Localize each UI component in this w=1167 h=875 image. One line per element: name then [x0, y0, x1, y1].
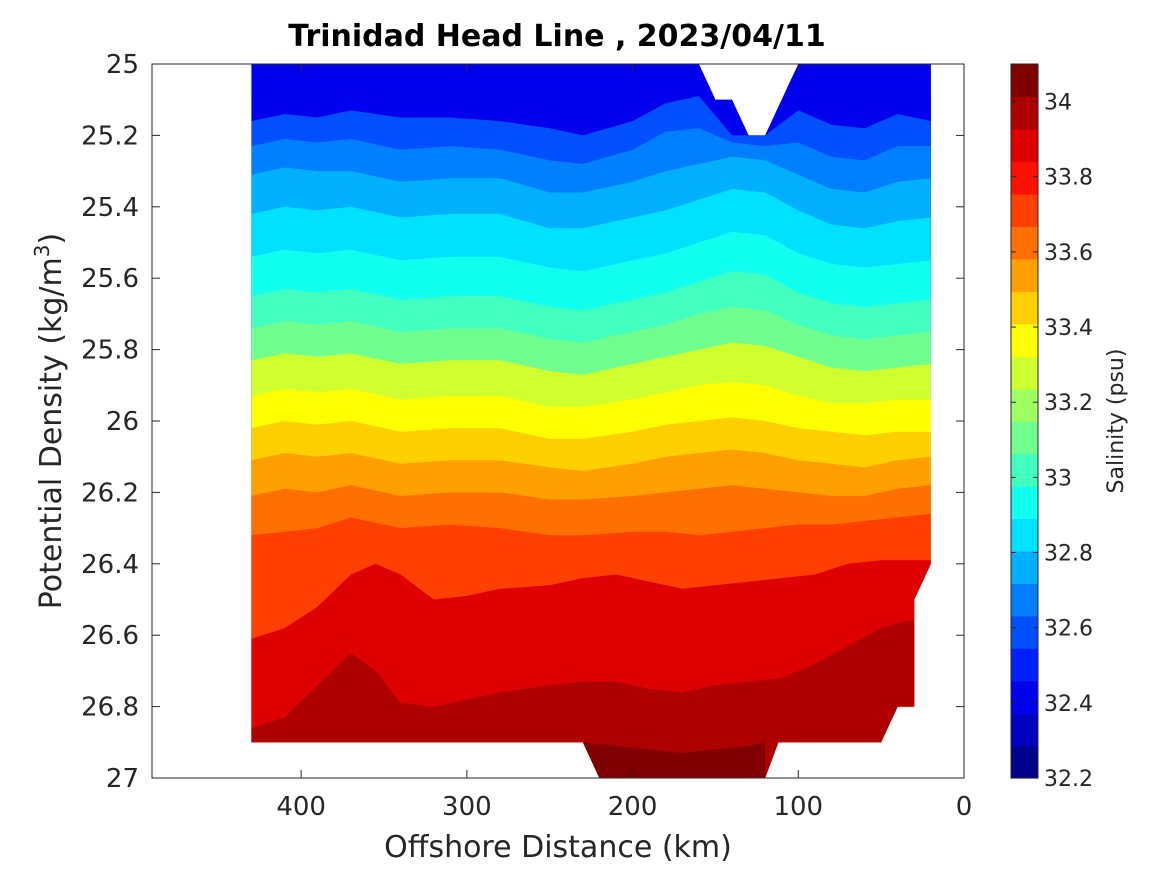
colorbar-swatch — [1011, 713, 1038, 747]
colorbar-tick-label: 33 — [1044, 466, 1072, 491]
colorbar-swatch — [1011, 485, 1038, 519]
colorbar-swatch — [1011, 323, 1038, 357]
contour-band — [582, 742, 766, 778]
y-tick-label: 25.8 — [81, 336, 139, 366]
colorbar-swatch — [1011, 388, 1038, 422]
y-axis-label: Potential Density (kg/m3) — [30, 233, 69, 609]
y-tick-label: 26 — [106, 407, 139, 437]
colorbar-swatch — [1011, 583, 1038, 617]
y-axis-label-close: ) — [34, 233, 69, 245]
colorbar-tick-label: 33.2 — [1044, 391, 1093, 416]
x-tick-label: 400 — [276, 792, 326, 822]
y-tick-label: 26.6 — [81, 621, 139, 651]
y-tick-label: 26.8 — [81, 693, 139, 723]
colorbar-swatch — [1011, 745, 1038, 779]
colorbar-tick-label: 33.6 — [1044, 241, 1093, 266]
colorbar-swatch — [1011, 421, 1038, 455]
x-tick-label: 0 — [956, 792, 973, 822]
x-axis-label: Offshore Distance (km) — [384, 830, 732, 865]
x-tick-label: 100 — [773, 792, 823, 822]
colorbar-tick-label: 32.6 — [1044, 617, 1093, 642]
y-tick-label: 26.4 — [81, 550, 139, 580]
colorbar-swatch — [1011, 550, 1038, 584]
colorbar-tick-label: 32.8 — [1044, 542, 1093, 567]
x-axis: 400 300 200 100 0 — [276, 64, 972, 822]
y-tick-label: 27 — [106, 764, 139, 794]
y-tick-label: 25.2 — [81, 121, 139, 151]
y-tick-label: 26.2 — [81, 478, 139, 508]
y-tick-label: 25.6 — [81, 264, 139, 294]
colorbar-swatch — [1011, 258, 1038, 292]
colorbar-tick-label: 33.8 — [1044, 166, 1093, 191]
colorbar-tick-label: 32.2 — [1044, 767, 1093, 792]
colorbar-swatch — [1011, 356, 1038, 390]
y-tick-label: 25.4 — [81, 193, 139, 223]
colorbar-swatch — [1011, 615, 1038, 649]
colorbar-label: Salinity (psu) — [1104, 349, 1129, 494]
colorbar-swatch — [1011, 64, 1038, 98]
colorbar-swatch — [1011, 226, 1038, 260]
colorbar-swatch — [1011, 648, 1038, 682]
colorbar: 32.2 32.4 32.6 32.8 33 33.2 33.4 33.6 33.8 34 — [1010, 63, 1093, 792]
y-axis-label-main: Potential Density (kg/m — [34, 257, 69, 609]
colorbar-swatch — [1011, 518, 1038, 552]
x-tick-label: 300 — [442, 792, 492, 822]
colorbar-swatch — [1011, 128, 1038, 162]
y-axis-label-superscript: 3 — [30, 244, 54, 257]
y-tick-label: 25 — [106, 50, 139, 80]
colorbar-swatch — [1011, 161, 1038, 195]
colorbar-tick-label: 33.4 — [1044, 316, 1093, 341]
chart-title: Trinidad Head Line , 2023/04/11 — [288, 19, 825, 54]
colorbar-swatch — [1011, 291, 1038, 325]
colorbar-tick-label: 32.4 — [1044, 692, 1093, 717]
contour-field — [251, 64, 931, 778]
y-axis: 25 25.2 25.4 25.6 25.8 26 26.2 26.4 26.6 26.8 27 — [81, 50, 964, 794]
colorbar-swatch — [1011, 680, 1038, 714]
colorbar-tick-label: 34 — [1044, 91, 1072, 116]
colorbar-frame — [1010, 63, 1039, 779]
x-tick-label: 200 — [608, 792, 658, 822]
colorbar-swatch — [1011, 193, 1038, 227]
colorbar-swatch — [1011, 453, 1038, 487]
